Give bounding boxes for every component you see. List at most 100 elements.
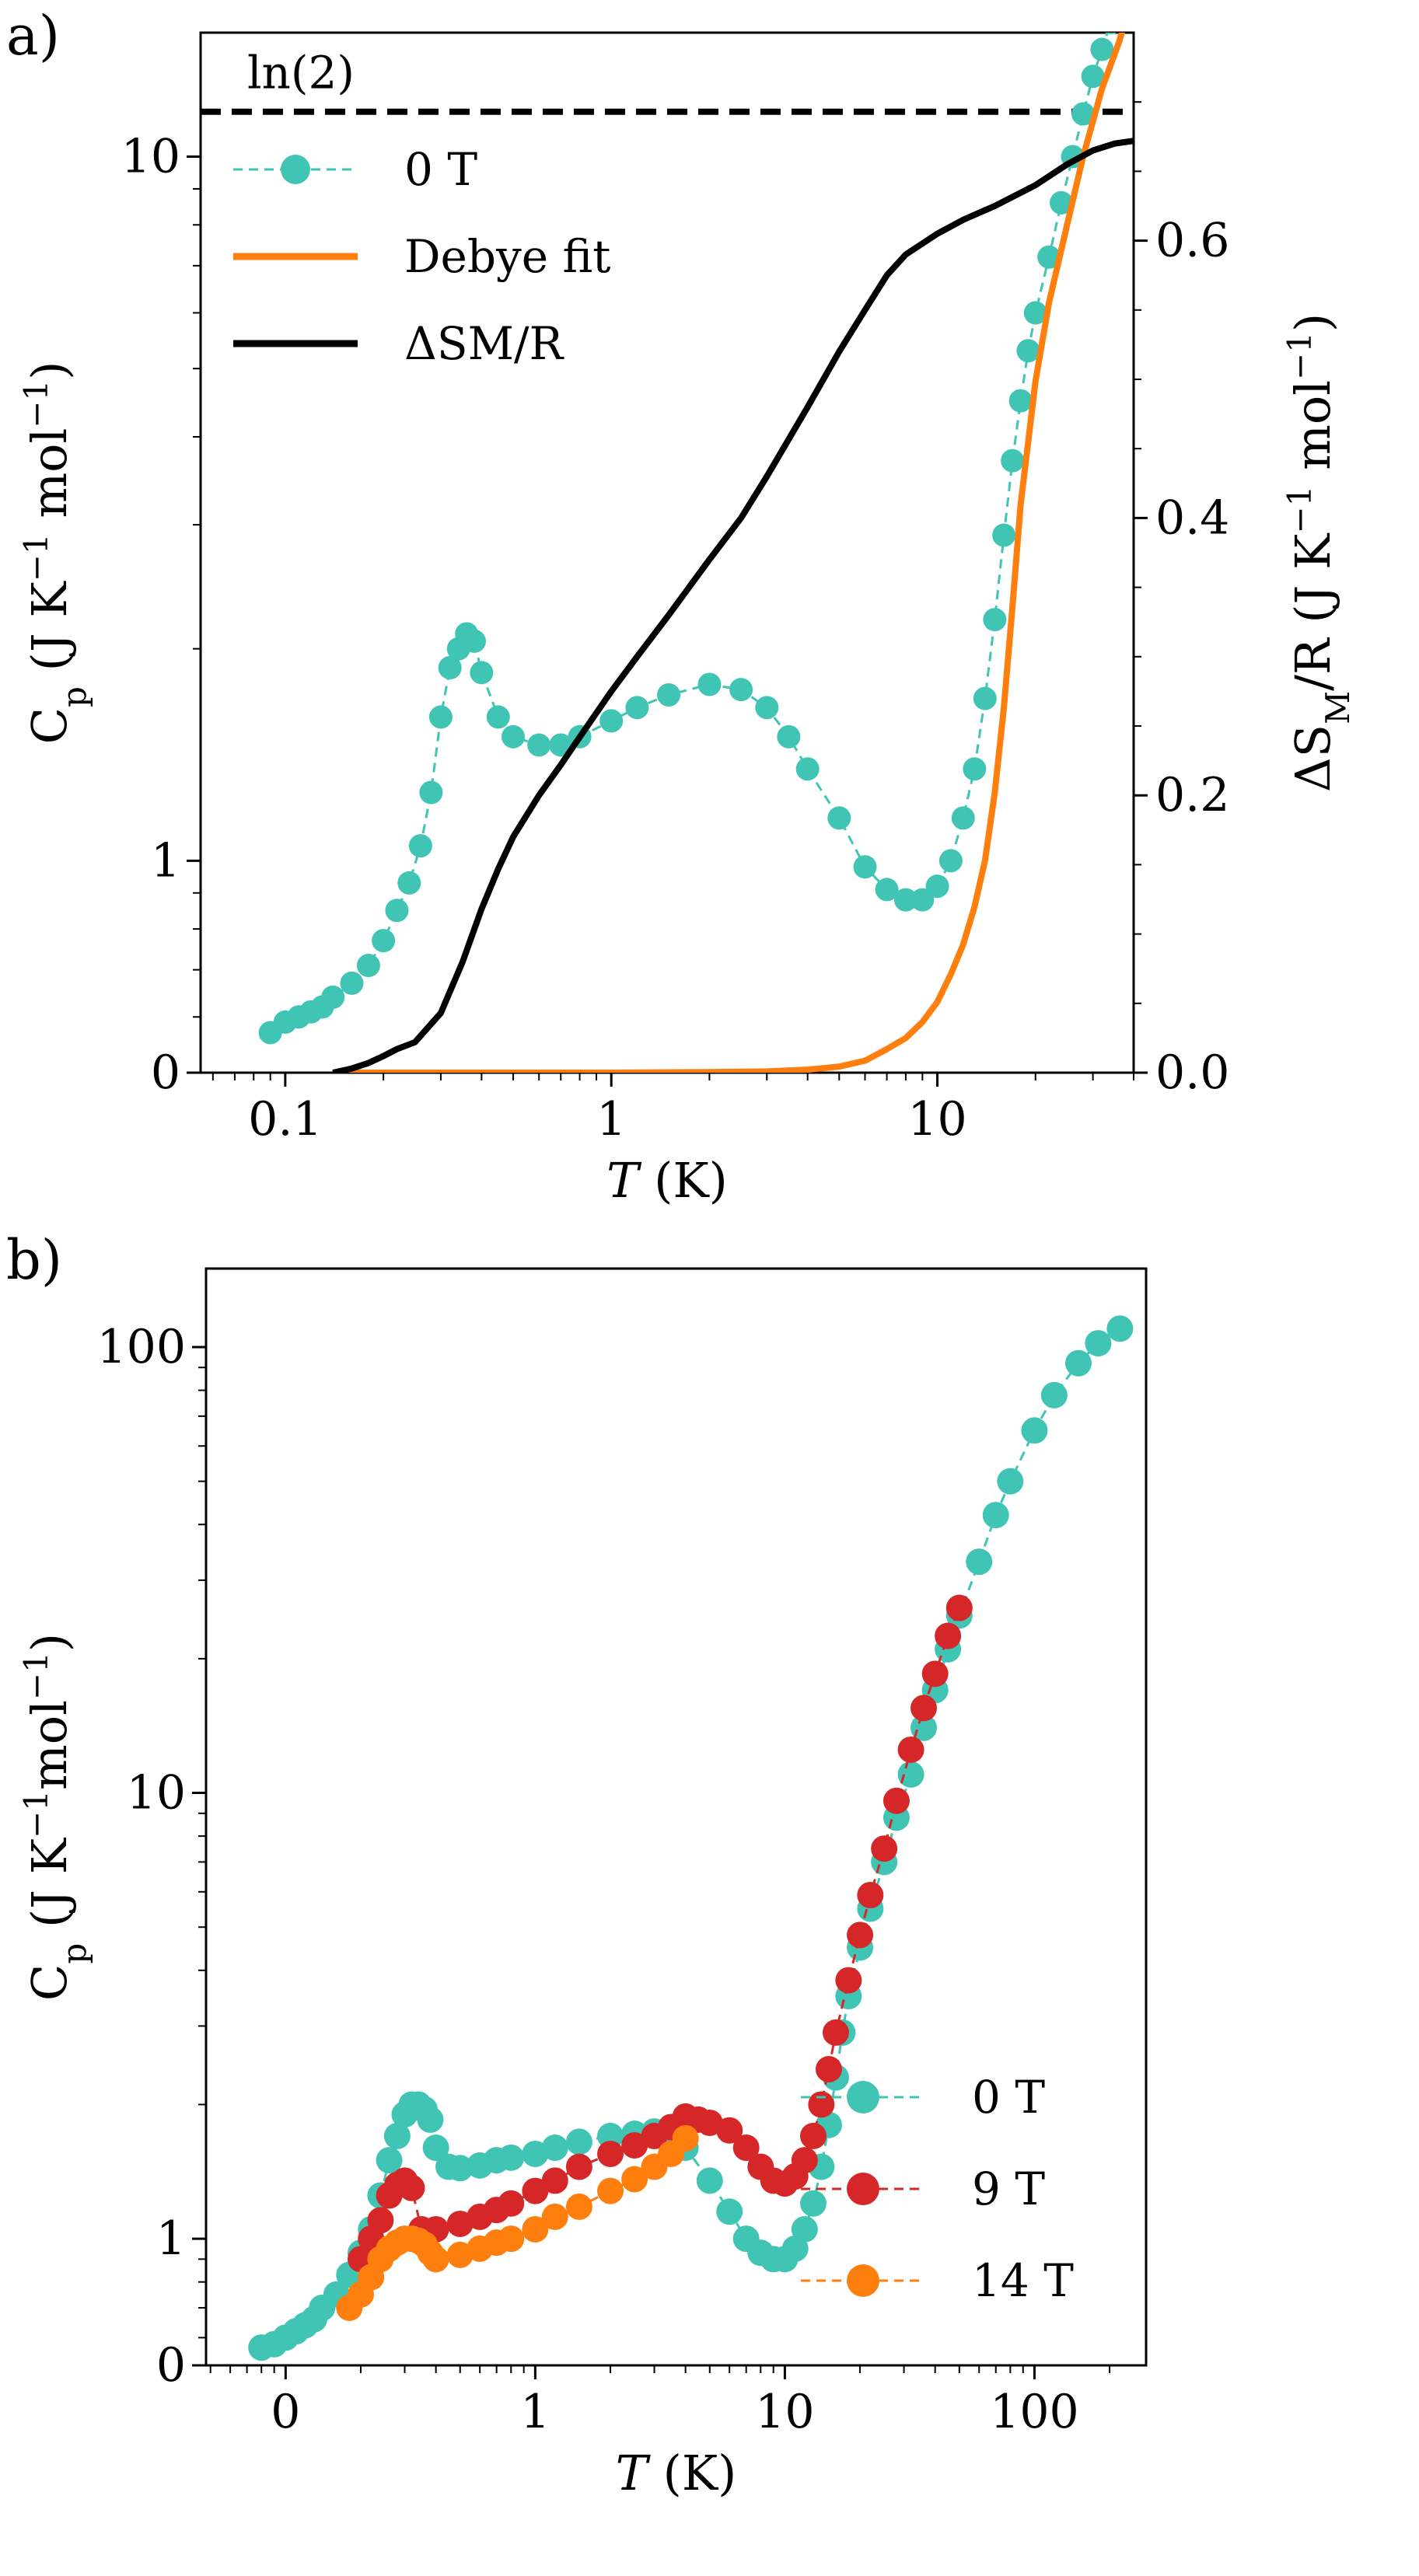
y-tick-label-zero: 0 <box>151 1045 180 1100</box>
data-point-0-t <box>565 2128 592 2155</box>
data-point-0-t <box>1021 1417 1048 1444</box>
data-point-0-t <box>983 608 1007 632</box>
data-point-14-t <box>541 2203 568 2230</box>
y-tick-label: 10 <box>121 130 180 184</box>
data-point-0-t <box>925 874 949 899</box>
data-point-0-t <box>408 834 432 858</box>
data-point-14-t <box>498 2225 525 2253</box>
data-point-0-t <box>1023 301 1047 325</box>
legend-item-0-t: 0 T <box>233 143 477 196</box>
data-point-9-t <box>716 2117 743 2144</box>
data-point-0-t <box>625 696 649 720</box>
data-point-0-t <box>422 2134 449 2162</box>
data-point-0-t <box>657 682 681 707</box>
data-point-0-t <box>1040 1381 1068 1408</box>
ln2-label: ln(2) <box>247 47 355 99</box>
data-point-0-t <box>376 2147 403 2174</box>
legend-item-14-t: 14 T <box>801 2254 1074 2307</box>
y-axis-title: Cp (J K−1mol−1) <box>17 1633 93 2001</box>
x-tick-label: 0.1 <box>248 1092 322 1147</box>
y2-tick-label: 0.2 <box>1155 768 1229 822</box>
plot-frame <box>204 1267 1148 2367</box>
data-point-0-t <box>795 757 820 781</box>
series-line-debye-fit <box>342 33 1126 1073</box>
data-point-0-t <box>696 2167 723 2194</box>
data-point-0-t <box>417 2106 444 2133</box>
x-axis-title: T (K) <box>606 1152 728 1209</box>
plot-area <box>201 0 1134 1073</box>
data-point-0-t <box>982 1502 1009 1529</box>
y-tick-label-zero: 0 <box>156 2338 186 2393</box>
data-point-0-t <box>893 888 917 912</box>
y2-tick-label: 0.6 <box>1155 214 1229 268</box>
data-point-0-t <box>1081 65 1105 89</box>
x-tick-label: 100 <box>990 2385 1079 2439</box>
data-point-9-t <box>935 1622 962 1649</box>
data-point-0-t <box>997 1468 1024 1495</box>
legend-swatch-marker <box>281 155 310 184</box>
x-tick-label: 0 <box>271 2385 300 2439</box>
data-point-9-t <box>597 2140 624 2167</box>
data-point-9-t <box>857 1881 884 1908</box>
data-point-0-t <box>462 629 486 653</box>
data-point-14-t <box>597 2177 624 2204</box>
data-point-0-t <box>729 678 753 702</box>
data-point-9-t <box>945 1594 973 1621</box>
data-point-0-t <box>340 971 364 995</box>
data-point-0-t <box>438 655 462 679</box>
y-tick-label: 10 <box>127 1766 186 1820</box>
data-point-0-t <box>1049 190 1073 215</box>
panel-label-b: b) <box>6 1228 62 1292</box>
data-point-0-t <box>875 878 899 902</box>
data-point-14-t <box>522 2215 549 2243</box>
data-point-0-t <box>1071 102 1096 126</box>
y-tick-label: 1 <box>156 2211 186 2266</box>
data-point-0-t <box>791 2215 818 2243</box>
data-point-0-t <box>1008 389 1033 413</box>
data-point-0-t <box>470 661 494 685</box>
data-point-0-t <box>910 888 935 912</box>
data-point-9-t <box>921 1660 949 1688</box>
plot-frame <box>199 31 1135 1074</box>
y-tick-label: 1 <box>151 833 180 888</box>
chart-panel-a: 0.1 1 10 0 1 10 0.0 0.2 0.4 0.6 T (K) Cp (J K−1 mol… <box>17 0 1357 1209</box>
data-point-0-t <box>1104 33 1117 35</box>
data-point-0-t <box>498 2144 525 2171</box>
legend-item-0-t: 0 T <box>801 2071 1045 2124</box>
data-point-0-t <box>321 985 345 1009</box>
y2-tick-label: 0.0 <box>1155 1045 1229 1100</box>
data-point-0-t <box>385 899 409 923</box>
series-connector-0-t <box>269 33 1109 1034</box>
chart-panel-b: 0 1 10 100 0 1 10 100 T (K) Cp (J K−1mol−1) 0 T 9 T… <box>17 1267 1148 2501</box>
data-point-0-t <box>356 954 380 978</box>
legend-label: 0 T <box>972 2071 1045 2124</box>
legend-label: 9 T <box>972 2162 1045 2215</box>
data-point-0-t <box>716 2198 743 2225</box>
data-point-0-t <box>1106 1315 1134 1342</box>
data-point-9-t <box>799 2122 827 2149</box>
data-point-0-t <box>1107 0 1131 6</box>
legend-label: Debye fit <box>404 230 610 283</box>
data-point-9-t <box>822 2019 849 2046</box>
data-point-9-t <box>367 2207 394 2234</box>
data-point-0-t <box>501 724 525 749</box>
plot-area <box>248 1315 1134 2361</box>
legend-swatch-marker <box>847 2264 879 2297</box>
data-point-9-t <box>808 2091 835 2118</box>
data-point-0-t <box>1037 245 1061 269</box>
data-point-0-t <box>755 696 779 720</box>
data-point-0-t <box>963 757 987 781</box>
data-point-9-t <box>522 2177 549 2204</box>
data-point-0-t <box>910 1714 938 1741</box>
data-point-14-t <box>565 2193 592 2220</box>
data-point-14-t <box>672 2124 699 2152</box>
y-tick-label: 100 <box>96 1320 186 1374</box>
data-point-0-t <box>827 806 851 830</box>
data-point-9-t <box>791 2147 818 2174</box>
data-point-9-t <box>498 2190 525 2217</box>
data-point-9-t <box>398 2174 425 2201</box>
data-point-0-t <box>1001 449 1025 473</box>
data-point-0-t <box>1085 1330 1112 1357</box>
data-point-0-t <box>1064 1349 1092 1377</box>
